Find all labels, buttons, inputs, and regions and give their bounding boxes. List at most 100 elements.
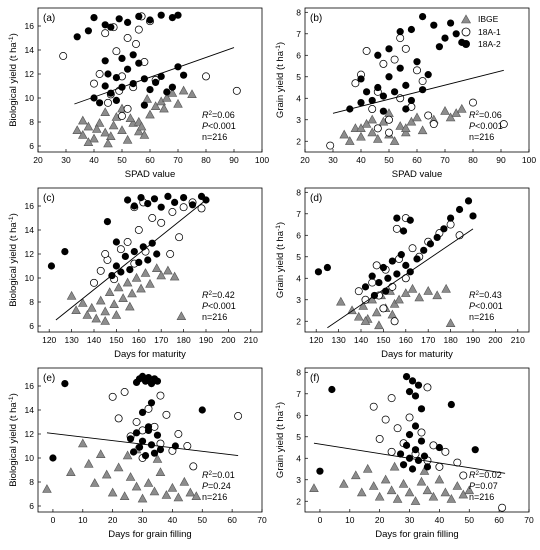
x-tick-label: 160: [399, 335, 413, 345]
data-point-ibge: [169, 271, 180, 281]
data-point-18a-2: [101, 57, 109, 65]
x-tick-label: 150: [109, 335, 123, 345]
data-point-ibge: [167, 482, 178, 492]
data-point-ibge: [356, 131, 366, 141]
chart-panel-b: 20 30 40 50 60 70 80 90 100 2 3 4 5 6 7 8 SPAD value Grai…: [275, 7, 537, 180]
data-point-18a-1: [435, 462, 444, 471]
data-point-18a-2: [420, 452, 429, 460]
y-tick-label: 6: [296, 410, 301, 420]
plot-frame: [37, 367, 263, 513]
regression-line: [327, 228, 474, 329]
data-point-18a-1: [499, 120, 508, 129]
y-tick-label: 12: [25, 429, 35, 439]
data-point-18a-1: [156, 391, 165, 400]
data-point-18a-2: [379, 92, 387, 100]
data-point-18a-2: [411, 422, 420, 430]
data-point-18a-1: [179, 203, 188, 212]
data-point-18a-1: [387, 394, 396, 403]
y-tick-label: 12: [25, 69, 35, 79]
data-point-18a-2: [137, 194, 145, 202]
x-tick-label: 60: [145, 155, 155, 165]
data-point-18a-2: [388, 257, 396, 265]
data-point-18a-2: [399, 461, 408, 469]
y-tick-label: 2: [296, 316, 301, 326]
data-point-18a-1: [413, 66, 421, 75]
data-point-18a-1: [446, 220, 455, 229]
data-point-18a-1: [134, 226, 143, 234]
y-tick-label: 16: [25, 381, 35, 391]
data-point-ibge: [419, 466, 430, 475]
data-point-ibge: [156, 270, 167, 280]
data-point-ibge: [145, 109, 155, 119]
data-point-ibge: [389, 461, 400, 471]
data-point-18a-1: [379, 304, 388, 313]
y-axis-label: Biological yield (t ha-1): [8, 393, 20, 487]
data-point-ibge: [101, 469, 112, 479]
data-point-18a-1: [123, 238, 132, 246]
data-point-18a-2: [407, 96, 415, 105]
data-point-18a-2: [147, 399, 156, 407]
x-tick-label: 130: [332, 335, 346, 345]
data-point-18a-2: [103, 218, 112, 226]
data-point-18a-2: [157, 203, 165, 211]
x-tick-label: 70: [257, 515, 267, 525]
data-point-18a-1: [354, 287, 363, 296]
data-point-ibge: [127, 288, 137, 298]
data-point-18a-1: [368, 105, 377, 113]
data-point-18a-2: [363, 88, 371, 96]
data-point-ibge: [445, 112, 456, 122]
data-point-ibge: [91, 124, 102, 133]
data-point-18a-2: [171, 198, 179, 206]
y-tick-label: 6: [29, 321, 34, 331]
data-point-ibge: [86, 302, 97, 312]
data-point-18a-2: [397, 251, 405, 259]
data-point-ibge: [105, 131, 116, 140]
y-tick-label: 5: [296, 252, 301, 262]
data-point-18a-2: [130, 202, 138, 210]
data-point-18a-1: [123, 34, 132, 42]
data-point-18a-2: [411, 446, 420, 454]
data-point-ibge: [125, 113, 136, 122]
data-point-18a-1: [390, 55, 399, 64]
data-point-ibge: [353, 311, 364, 321]
data-point-ibge: [42, 484, 52, 493]
data-point-18a-2: [129, 448, 138, 456]
data-point-18a-2: [396, 64, 404, 72]
data-point-ibge: [95, 295, 106, 305]
data-point-18a-1: [388, 282, 397, 291]
data-point-ibge: [137, 493, 148, 503]
data-point-18a-1: [144, 404, 153, 413]
data-point-18a-1: [114, 414, 123, 423]
y-tick-label: 2: [296, 136, 301, 146]
data-point-18a-1: [134, 25, 143, 34]
data-point-ibge: [100, 306, 111, 316]
data-point-18a-2: [147, 441, 156, 449]
data-point-ibge: [360, 316, 371, 325]
data-point-ibge: [83, 137, 94, 146]
data-point-ibge: [159, 103, 169, 113]
data-point-ibge: [122, 134, 133, 144]
data-point-ibge: [440, 487, 451, 497]
data-point-18a-1: [189, 462, 198, 471]
data-point-18a-2: [132, 429, 141, 437]
legend-label: 18A-2: [478, 39, 501, 49]
data-point-18a-1: [405, 413, 414, 422]
chart-panel-c: 120 130 140 150 160 170 180 190 200 210 6 8 10 12 14 16…: [8, 187, 263, 360]
y-tick-label: 4: [296, 273, 301, 283]
x-tick-label: 30: [61, 155, 71, 165]
data-point-ibge: [185, 487, 196, 497]
data-point-18a-2: [402, 372, 411, 381]
legend-item-ibge: IBGE: [460, 14, 499, 24]
data-point-18a-1: [197, 204, 206, 213]
stat-n: n=216: [202, 312, 227, 322]
y-axis-label: Grain yield (t ha-1): [275, 402, 287, 478]
x-tick-label: 20: [300, 155, 310, 165]
data-point-18a-2: [447, 400, 455, 409]
data-point-18a-2: [61, 248, 69, 256]
data-point-ibge: [125, 301, 135, 311]
data-point-18a-1: [101, 29, 110, 38]
x-tick-label: 90: [229, 155, 239, 165]
x-tick-label: 190: [466, 335, 480, 345]
data-point-ibge: [392, 493, 403, 503]
data-point-18a-2: [393, 214, 401, 222]
